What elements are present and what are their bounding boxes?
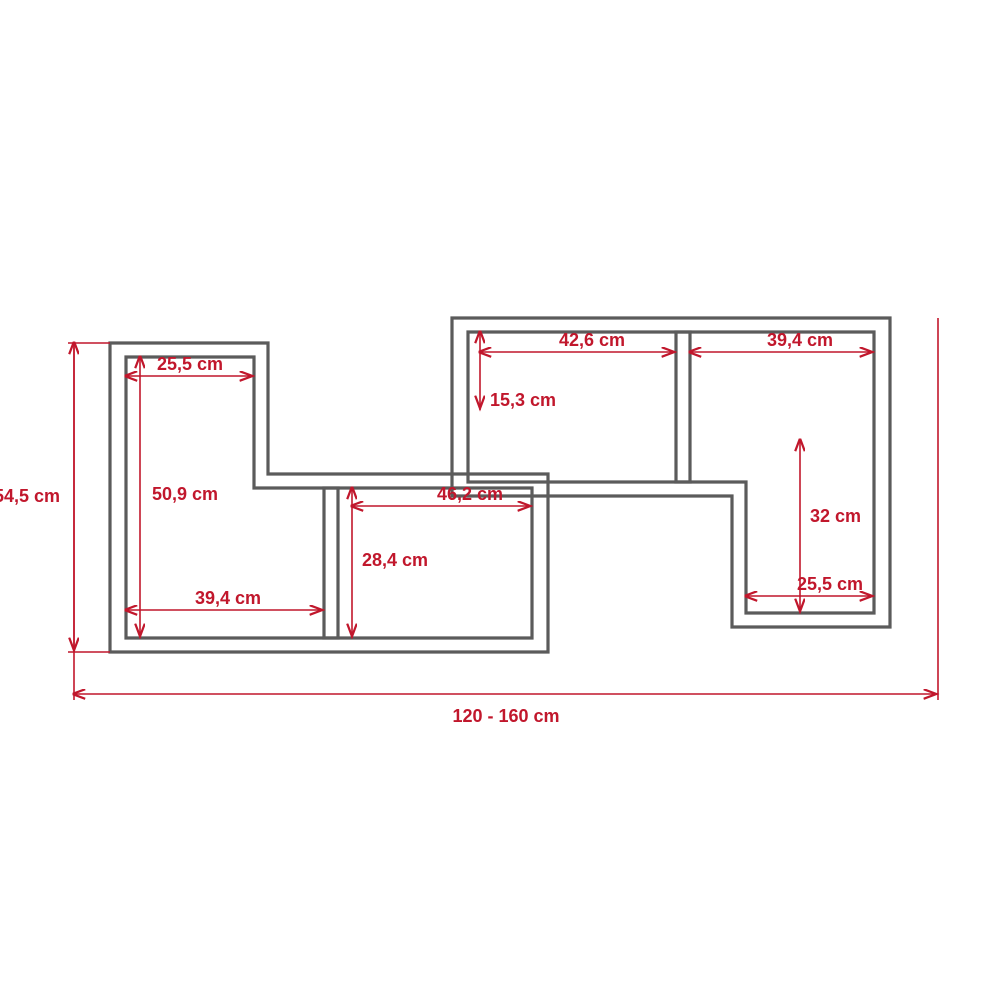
dim-bottomleft-width: 39,4 cm [126,588,324,610]
dim-top-mid-height-label: 15,3 cm [490,390,556,410]
dim-mid-lower-height-label: 28,4 cm [362,550,428,570]
dim-bottom-right-width: 25,5 cm [746,574,874,596]
dim-overall-height-label: 54,5 cm [0,486,60,506]
dim-mid-lower-width-label: 46,2 cm [437,484,503,504]
dim-overall-width: 120 - 160 cm [74,318,938,726]
unit-left-divider [324,488,338,638]
dim-overall-width-label: 120 - 160 cm [452,706,559,726]
dim-topleft-width-label: 25,5 cm [157,354,223,374]
dim-right-height-label: 32 cm [810,506,861,526]
dim-top-mid-height: 15,3 cm [480,332,556,410]
dimension-drawing: 54,5 cm 120 - 160 cm 25,5 cm 50,9 cm 39,… [0,0,1000,1000]
dim-mid-lower-height: 28,4 cm [352,488,428,638]
dim-overall-height: 54,5 cm [0,343,110,652]
dim-left-height-label: 50,9 cm [152,484,218,504]
dim-bottomleft-width-label: 39,4 cm [195,588,261,608]
dim-top-right-width-label: 39,4 cm [767,330,833,350]
dim-top-mid-width-label: 42,6 cm [559,330,625,350]
dim-bottom-right-width-label: 25,5 cm [797,574,863,594]
unit-right-divider [676,332,690,482]
